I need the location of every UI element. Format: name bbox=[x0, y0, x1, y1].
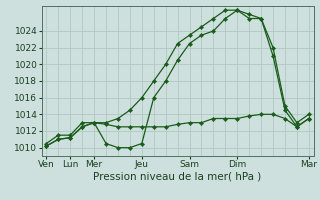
X-axis label: Pression niveau de la mer( hPa ): Pression niveau de la mer( hPa ) bbox=[93, 172, 262, 182]
